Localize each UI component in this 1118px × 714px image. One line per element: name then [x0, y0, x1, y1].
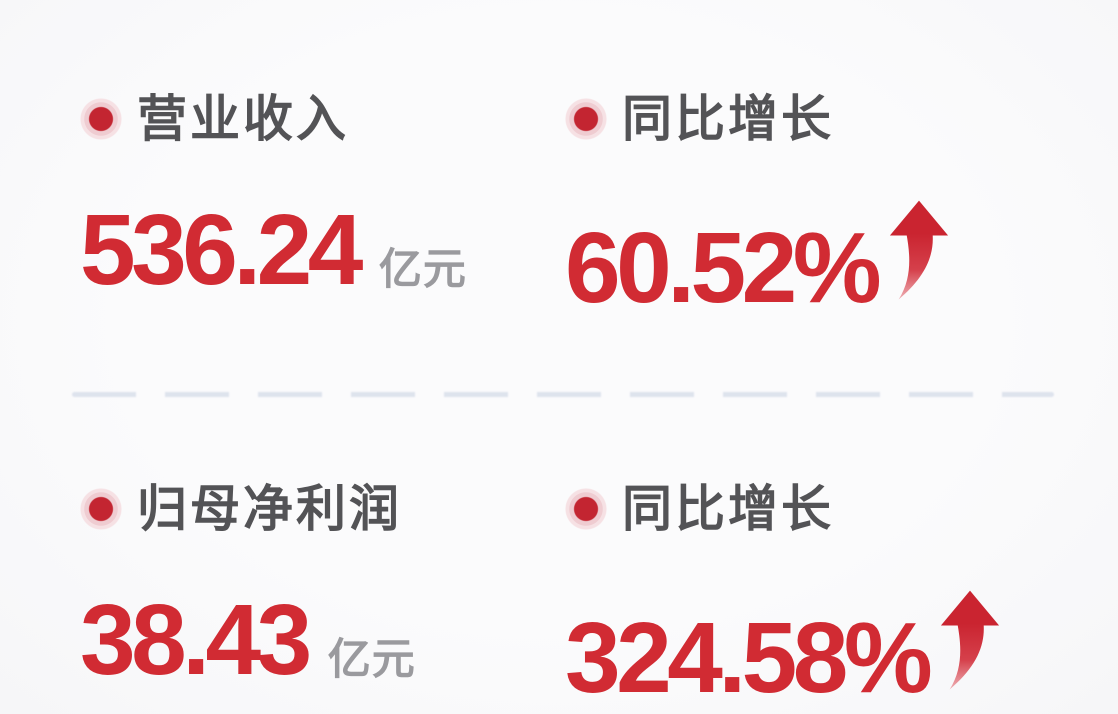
metric-value: 38.43 — [80, 584, 312, 696]
row-revenue: 营业收入 536.24 亿元 同比增长 60.52% — [80, 93, 1118, 318]
row-net-profit: 归母净利润 38.43 亿元 同比增长 324.58% — [80, 483, 1118, 708]
bullet-icon — [80, 488, 122, 530]
metric-card-net-profit-growth: 同比增长 324.58% — [565, 483, 1118, 708]
metric-label: 同比增长 — [622, 481, 834, 537]
bullet-icon — [565, 488, 607, 530]
metric-value: 324.58% — [565, 602, 933, 714]
metric-value-row: 38.43 亿元 — [80, 590, 565, 690]
metric-value: 536.24 — [80, 194, 363, 306]
up-arrow-icon — [887, 200, 951, 302]
metric-label-row: 归母净利润 — [80, 483, 565, 535]
metric-label-row: 同比增长 — [565, 483, 1118, 535]
metric-label: 营业收入 — [137, 91, 349, 147]
metric-label-row: 营业收入 — [80, 93, 565, 145]
up-arrow-icon — [938, 590, 1002, 692]
dashed-divider — [72, 392, 1054, 397]
metric-value: 60.52% — [565, 212, 882, 324]
metric-card-revenue-growth: 同比增长 60.52% — [565, 93, 1118, 318]
metric-unit: 亿元 — [327, 636, 416, 684]
metric-card-net-profit: 归母净利润 38.43 亿元 — [80, 483, 565, 690]
metric-card-revenue: 营业收入 536.24 亿元 — [80, 93, 565, 300]
metric-value-row: 60.52% — [565, 200, 1118, 318]
bullet-icon — [80, 98, 122, 140]
metric-label: 同比增长 — [622, 91, 834, 147]
metric-label: 归母净利润 — [137, 481, 402, 537]
bullet-icon — [565, 98, 607, 140]
metric-value-row: 324.58% — [565, 590, 1118, 708]
metric-unit: 亿元 — [378, 246, 467, 294]
metric-value-row: 536.24 亿元 — [80, 200, 565, 300]
metric-label-row: 同比增长 — [565, 93, 1118, 145]
